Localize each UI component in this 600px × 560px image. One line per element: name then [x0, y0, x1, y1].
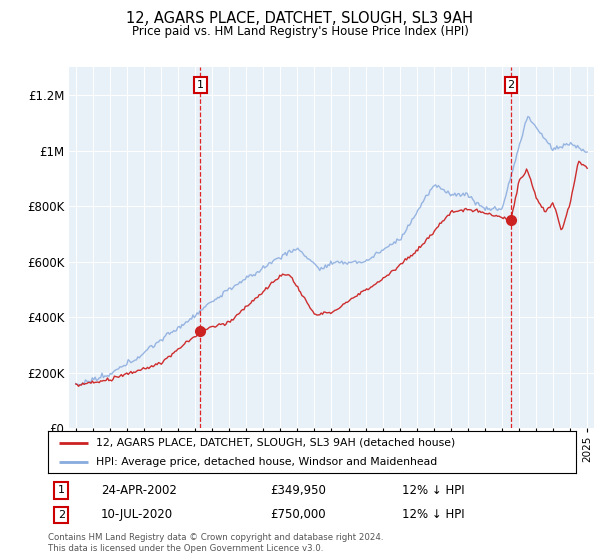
Text: 1: 1: [197, 80, 204, 90]
Text: HPI: Average price, detached house, Windsor and Maidenhead: HPI: Average price, detached house, Wind…: [95, 457, 437, 467]
Text: 10-JUL-2020: 10-JUL-2020: [101, 508, 173, 521]
Text: Price paid vs. HM Land Registry's House Price Index (HPI): Price paid vs. HM Land Registry's House …: [131, 25, 469, 38]
Text: 12% ↓ HPI: 12% ↓ HPI: [402, 508, 464, 521]
Text: 12, AGARS PLACE, DATCHET, SLOUGH, SL3 9AH (detached house): 12, AGARS PLACE, DATCHET, SLOUGH, SL3 9A…: [95, 437, 455, 447]
Text: 12% ↓ HPI: 12% ↓ HPI: [402, 484, 464, 497]
Text: 2: 2: [58, 510, 65, 520]
Text: Contains HM Land Registry data © Crown copyright and database right 2024.
This d: Contains HM Land Registry data © Crown c…: [48, 533, 383, 553]
Text: £349,950: £349,950: [270, 484, 326, 497]
Text: 24-APR-2002: 24-APR-2002: [101, 484, 176, 497]
Text: £750,000: £750,000: [270, 508, 325, 521]
Text: 1: 1: [58, 486, 65, 496]
Text: 2: 2: [508, 80, 515, 90]
Text: 12, AGARS PLACE, DATCHET, SLOUGH, SL3 9AH: 12, AGARS PLACE, DATCHET, SLOUGH, SL3 9A…: [127, 11, 473, 26]
